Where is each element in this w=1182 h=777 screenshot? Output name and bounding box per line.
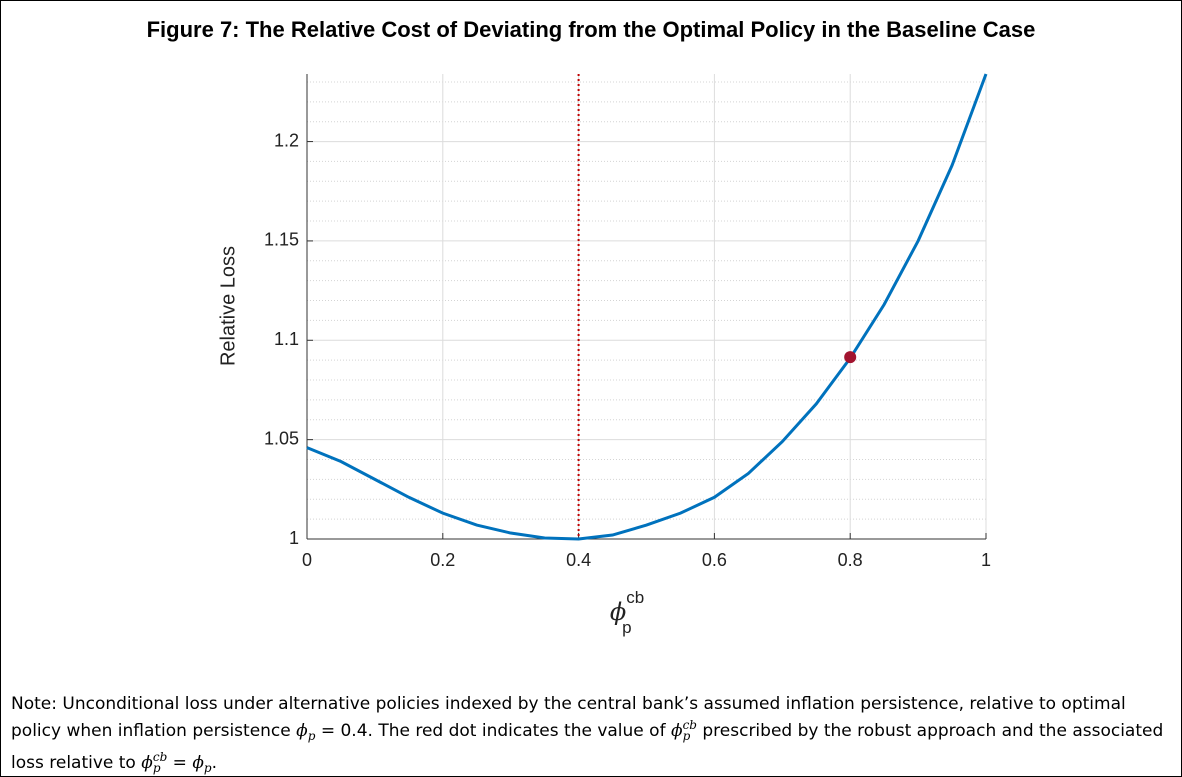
- x-tick-label: 0.2: [430, 550, 455, 570]
- line-series: [306, 73, 988, 541]
- note-symbol: ϕ: [141, 753, 153, 773]
- note-text: =: [167, 753, 193, 773]
- note-sub: p: [682, 729, 691, 743]
- highlight-point: [844, 351, 857, 364]
- y-tick-label: 1.15: [264, 230, 299, 250]
- note-sub: p: [203, 761, 212, 775]
- note-text: = 0.4. The red dot indicates the value o…: [315, 721, 671, 741]
- x-tick-label: 0.6: [702, 550, 727, 570]
- y-tick-label: 1: [289, 528, 299, 548]
- x-label-sup: cb: [626, 588, 644, 607]
- note-sup: cb: [152, 750, 168, 764]
- note-sup: cb: [682, 718, 697, 732]
- note-text: .: [211, 753, 217, 773]
- note-script: cb p: [152, 750, 168, 775]
- x-tick-label: 0.4: [566, 550, 591, 570]
- x-tick-label: 0.8: [838, 550, 863, 570]
- y-tick-label: 1.2: [274, 130, 299, 150]
- note-symbol: ϕ: [296, 721, 308, 741]
- x-tick-label: 1: [981, 550, 991, 570]
- note: Note: Unconditional loss under alternati…: [11, 691, 1171, 776]
- x-label-symbol: ϕ: [610, 598, 626, 626]
- x-tick-label: 0: [302, 550, 312, 570]
- note-sub: p: [152, 761, 161, 775]
- x-axis-label: ϕcb p: [610, 588, 644, 637]
- note-symbol: ϕ: [670, 721, 683, 741]
- note-script: cb p: [682, 718, 697, 743]
- y-tick-label: 1.05: [264, 428, 299, 448]
- note-sub: p: [307, 729, 316, 743]
- chart: Figure 7: The Relative Cost of Deviating…: [147, 17, 1036, 638]
- y-axis-label: Relative Loss: [217, 246, 239, 366]
- y-tick-label: 1.1: [274, 329, 299, 349]
- x-label-sub: p: [622, 618, 631, 637]
- note-text: Note: Unconditional loss under alternati…: [11, 694, 1126, 741]
- note-text: prescribed by the robust approach and th…: [11, 721, 1164, 773]
- note-symbol: ϕ: [192, 753, 204, 773]
- chart-title: Figure 7: The Relative Cost of Deviating…: [147, 17, 1036, 42]
